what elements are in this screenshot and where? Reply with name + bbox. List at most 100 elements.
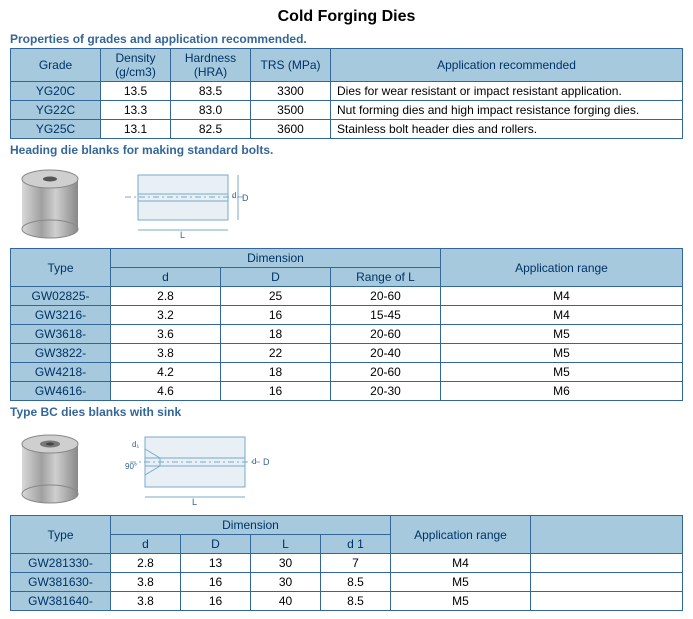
table-cell: 13 — [181, 554, 251, 573]
diagram-row-1: L D d — [10, 165, 683, 240]
table-cell: 16 — [221, 382, 331, 401]
table-cell: M6 — [441, 382, 683, 401]
table-cell: 16 — [221, 306, 331, 325]
table-cell: 82.5 — [171, 120, 251, 139]
table-cell: M5 — [391, 592, 531, 611]
svg-text:D: D — [263, 457, 270, 467]
table-cell: 30 — [251, 573, 321, 592]
col-D: D — [181, 535, 251, 554]
col-apprange: Application range — [391, 516, 531, 554]
table-cell: GW281330- — [11, 554, 111, 573]
table-cell: M5 — [441, 363, 683, 382]
table-cell: YG22C — [11, 101, 101, 120]
table-cell: 16 — [181, 592, 251, 611]
col-app: Application recommended — [331, 49, 683, 82]
bc-die-table: Type Dimension Application range d D L d… — [10, 515, 683, 611]
col-blank — [531, 516, 683, 554]
table-cell: 83.0 — [171, 101, 251, 120]
col-trs: TRS (MPa) — [251, 49, 331, 82]
table-cell: GW02825- — [11, 287, 111, 306]
table-cell: 3.8 — [111, 592, 181, 611]
table-cell: M4 — [441, 306, 683, 325]
table-cell: Dies for wear resistant or impact resist… — [331, 82, 683, 101]
section1-heading: Properties of grades and application rec… — [10, 32, 683, 46]
table-cell: 22 — [221, 344, 331, 363]
table-cell: 4.2 — [111, 363, 221, 382]
diagram-row-2: L D d d₁ 90° — [10, 427, 683, 507]
table-cell: Nut forming dies and high impact resista… — [331, 101, 683, 120]
table-cell: 3500 — [251, 101, 331, 120]
table-cell: 2.8 — [111, 554, 181, 573]
table-cell: 13.3 — [101, 101, 171, 120]
table-cell — [531, 554, 683, 573]
section2-heading: Heading die blanks for making standard b… — [10, 143, 683, 157]
table-cell: GW3216- — [11, 306, 111, 325]
col-d1: d 1 — [321, 535, 391, 554]
svg-text:d: d — [232, 191, 236, 200]
table-cell: 8.5 — [321, 573, 391, 592]
table-cell: 30 — [251, 554, 321, 573]
svg-text:L: L — [192, 497, 197, 507]
table-cell: 18 — [221, 325, 331, 344]
die-drawing-icon: L D d — [120, 165, 260, 240]
table-cell: 25 — [221, 287, 331, 306]
table-cell: GW3822- — [11, 344, 111, 363]
table-cell: GW4616- — [11, 382, 111, 401]
table-cell: 18 — [221, 363, 331, 382]
table-cell: 3600 — [251, 120, 331, 139]
die-bc-drawing-icon: L D d d₁ 90° — [120, 427, 280, 507]
table-cell: 13.1 — [101, 120, 171, 139]
svg-text:d: d — [252, 457, 256, 466]
col-D: D — [221, 268, 331, 287]
table-cell: 7 — [321, 554, 391, 573]
svg-text:D: D — [242, 193, 249, 203]
table-cell: M5 — [441, 344, 683, 363]
table-cell: 2.8 — [111, 287, 221, 306]
table-cell: 40 — [251, 592, 321, 611]
col-type: Type — [11, 249, 111, 287]
table-cell: 83.5 — [171, 82, 251, 101]
col-rangeL: Range of L — [331, 268, 441, 287]
table-cell: 20-60 — [331, 363, 441, 382]
table-cell: M5 — [391, 573, 531, 592]
col-d: d — [111, 535, 181, 554]
svg-text:L: L — [180, 230, 185, 240]
table-cell — [531, 592, 683, 611]
col-dimension: Dimension — [111, 516, 391, 535]
col-L: L — [251, 535, 321, 554]
table-cell — [531, 573, 683, 592]
table-cell: 3300 — [251, 82, 331, 101]
col-density: Density (g/cm3) — [101, 49, 171, 82]
table-cell: GW381640- — [11, 592, 111, 611]
heading-die-table: Type Dimension Application range d D Ran… — [10, 248, 683, 401]
table-cell: M4 — [441, 287, 683, 306]
table-cell: 16 — [181, 573, 251, 592]
grades-table: Grade Density (g/cm3) Hardness (HRA) TRS… — [10, 48, 683, 139]
table-cell: 20-30 — [331, 382, 441, 401]
table-cell: GW3618- — [11, 325, 111, 344]
table-cell: YG20C — [11, 82, 101, 101]
table-cell: 13.5 — [101, 82, 171, 101]
table-cell: M5 — [441, 325, 683, 344]
table-cell: 20-40 — [331, 344, 441, 363]
table-cell: GW381630- — [11, 573, 111, 592]
col-grade: Grade — [11, 49, 101, 82]
table-cell: 3.8 — [111, 573, 181, 592]
die-bc-3d-icon — [10, 430, 90, 505]
col-apprange: Application range — [441, 249, 683, 287]
table-cell: Stainless bolt header dies and rollers. — [331, 120, 683, 139]
col-dimension: Dimension — [111, 249, 441, 268]
die-3d-icon — [10, 165, 90, 240]
table-cell: 20-60 — [331, 287, 441, 306]
svg-text:90°: 90° — [125, 462, 137, 471]
col-hardness: Hardness (HRA) — [171, 49, 251, 82]
svg-text:d₁: d₁ — [132, 440, 139, 449]
col-type: Type — [11, 516, 111, 554]
table-cell: M4 — [391, 554, 531, 573]
page-title: Cold Forging Dies — [10, 8, 683, 26]
table-cell: 20-60 — [331, 325, 441, 344]
table-cell: 3.6 — [111, 325, 221, 344]
section3-heading: Type BC dies blanks with sink — [10, 405, 683, 419]
col-d: d — [111, 268, 221, 287]
table-cell: YG25C — [11, 120, 101, 139]
